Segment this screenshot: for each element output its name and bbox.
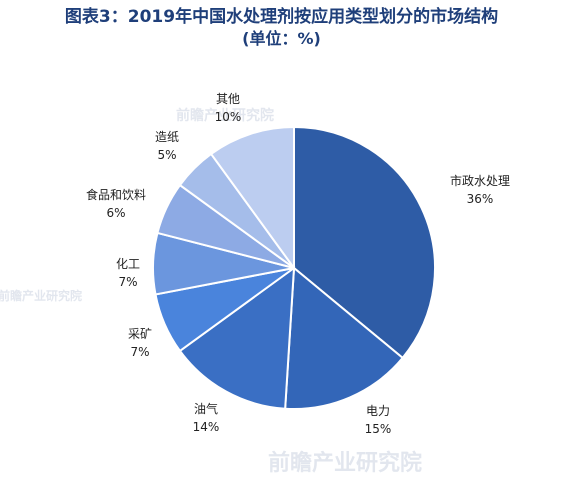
slice-value-label: 5%	[157, 148, 176, 162]
slice-category-label: 采矿	[128, 327, 152, 341]
slice-value-label: 15%	[365, 422, 392, 436]
slice-value-label: 7%	[130, 345, 149, 359]
slice-category-label: 电力	[366, 404, 390, 418]
chart-title: 图表3：2019年中国水处理剂按应用类型划分的市场结构	[64, 7, 499, 27]
chart-subtitle: (单位：%)	[242, 29, 321, 48]
slice-category-label: 化工	[116, 257, 140, 271]
slice-value-label: 10%	[215, 110, 242, 124]
pie-slice-8	[209, 125, 295, 272]
pie-slice-1	[293, 125, 436, 360]
pie-slice-2	[284, 265, 405, 410]
slice-category-label: 市政水处理	[450, 173, 510, 188]
chart-title-block: 图表3：2019年中国水处理剂按应用类型划分的市场结构 (单位：%)	[0, 6, 563, 50]
pie-slice-3	[178, 265, 296, 410]
watermark-text: 前瞻产业研究院	[0, 288, 82, 303]
slice-category-label: 造纸	[155, 130, 179, 144]
slice-value-label: 6%	[106, 206, 125, 220]
pie-labels: 市政水处理 36% 电力 15% 油气 14% 采矿 7% 化工 7% 食品和饮料 6% 造纸 5% 其他 1…	[86, 92, 510, 436]
watermark-text: 前瞻产业研究院	[176, 107, 274, 124]
slice-value-label: 7%	[118, 275, 137, 289]
watermark-text: 前瞻产业研究院	[268, 450, 422, 476]
slice-value-label: 14%	[193, 420, 220, 434]
slice-category-label: 其他	[216, 92, 240, 106]
slice-category-label: 油气	[194, 401, 218, 416]
slice-value-label: 36%	[467, 192, 494, 206]
slice-category-label: 食品和饮料	[86, 187, 146, 202]
pie-slices	[152, 125, 436, 410]
